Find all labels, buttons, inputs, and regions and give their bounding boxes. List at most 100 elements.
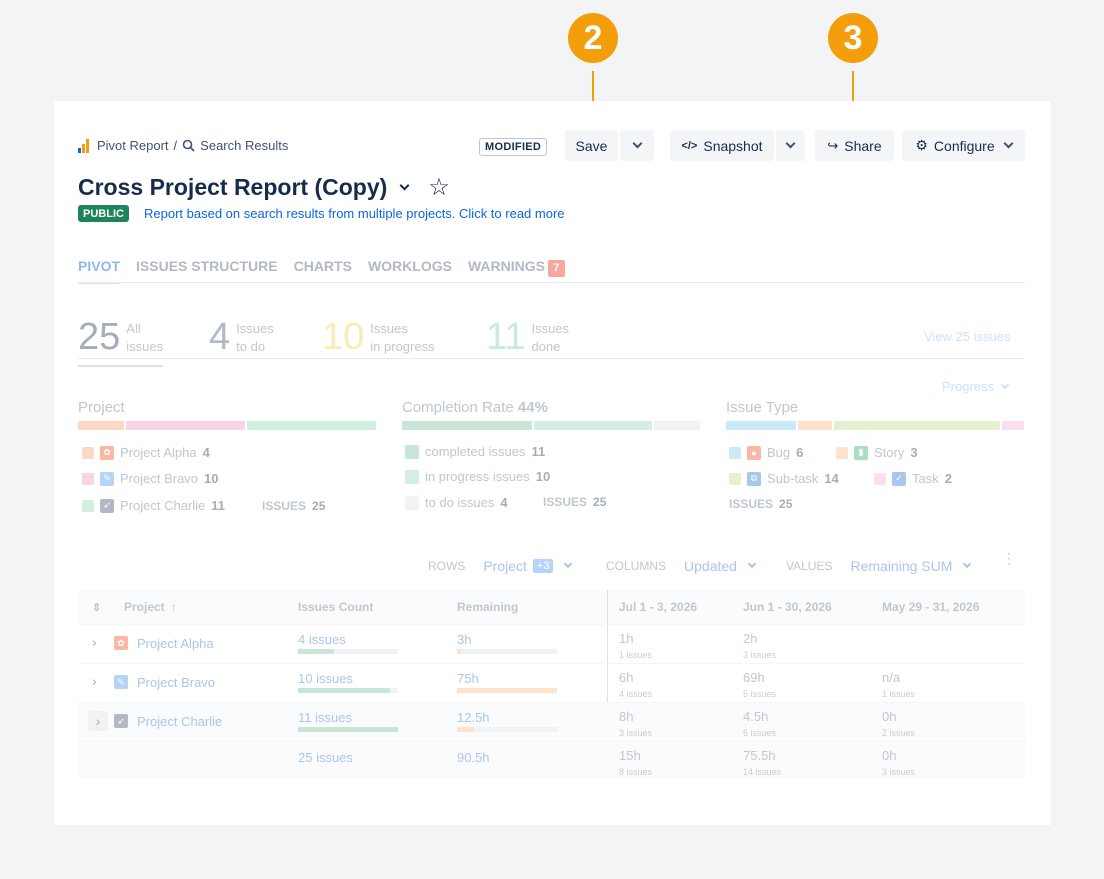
stat-all-issues[interactable]: 25 All issues <box>78 316 164 367</box>
save-button[interactable]: Save <box>565 130 618 161</box>
legend-in-progress[interactable]: in progress issues 10 <box>405 469 550 484</box>
cell-value: 75.5h <box>743 748 776 763</box>
legend-project-charlie[interactable]: ➶ Project Charlie 11 <box>82 498 225 513</box>
tab-pivot[interactable]: PIVOT <box>78 258 121 284</box>
row-remaining-link[interactable]: 75h <box>457 671 479 686</box>
bar-segment <box>125 421 245 430</box>
legend-to-do[interactable]: to do issues 4 <box>405 495 508 510</box>
snapshot-dropdown-button[interactable] <box>776 130 805 161</box>
expand-all-icon[interactable]: ⇕ <box>92 601 102 614</box>
table-total-row: 25 issues 90.5h 15h 8 issues 75.5h 14 is… <box>78 741 1025 778</box>
more-options-icon[interactable]: ⋮ <box>1002 550 1016 566</box>
header-project[interactable]: Project ↑ <box>124 590 177 624</box>
legend-label: Bug <box>767 445 791 460</box>
row-project-link[interactable]: Project Charlie <box>137 714 223 729</box>
expand-row-icon[interactable]: › <box>92 673 97 689</box>
legend-label: Project Bravo <box>120 471 199 486</box>
stat-label-line: Issues <box>236 320 274 336</box>
report-title[interactable]: Cross Project Report (Copy) ☆ <box>78 173 450 202</box>
stat-done-issues[interactable]: 11 Issues done <box>486 316 569 359</box>
configure-button[interactable]: ⚙ Configure <box>902 130 1025 161</box>
legend-completed[interactable]: completed issues 11 <box>405 444 545 459</box>
stat-todo-issues[interactable]: 4 Issues to do <box>209 316 274 359</box>
stat-inprogress-issues[interactable]: 10 Issues in progress <box>322 316 435 359</box>
row-issues-count-link[interactable]: 11 issues <box>298 710 352 725</box>
columns-control[interactable]: COLUMNS Updated <box>606 558 757 574</box>
table-row[interactable]: › ✎ Project Bravo 10 issues 75h 6h 4 iss… <box>78 663 1025 702</box>
configure-label: Configure <box>933 137 995 154</box>
task-icon: ✓ <box>892 471 906 486</box>
stats-divider <box>78 358 1025 359</box>
star-icon[interactable]: ☆ <box>428 174 450 201</box>
chevron-down-icon <box>963 559 972 569</box>
legend-sub-task[interactable]: ⧉ Sub-task 14 <box>729 471 839 486</box>
completion-title-text: Completion Rate <box>402 399 514 416</box>
share-button[interactable]: ↪ Share <box>815 130 894 161</box>
columns-value: Updated <box>684 558 737 574</box>
legend-count: 10 <box>204 471 219 486</box>
legend-swatch <box>82 499 94 512</box>
expand-row-icon[interactable]: › <box>92 634 97 650</box>
save-dropdown-button[interactable] <box>620 130 654 161</box>
stat-number: 10 <box>322 316 365 358</box>
cell-value: 0h <box>882 748 897 763</box>
table-row[interactable]: › ✿ Project Alpha 4 issues 3h 1h 1 issue… <box>78 624 1025 663</box>
header-may-2026[interactable]: May 29 - 31, 2026 <box>882 600 980 614</box>
project-charlie-icon: ➶ <box>100 498 114 513</box>
row-remaining-link[interactable]: 3h <box>457 632 472 647</box>
share-label: Share <box>844 137 882 154</box>
tab-charts[interactable]: CHARTS <box>293 258 352 274</box>
legend-bug[interactable]: ● Bug 6 <box>729 445 803 460</box>
total-issues-count-link[interactable]: 25 issues <box>298 750 353 765</box>
stat-label: All issues <box>126 320 163 356</box>
breadcrumb-current[interactable]: Search Results <box>200 138 289 153</box>
values-control[interactable]: VALUES Remaining SUM <box>786 558 972 574</box>
row-project-link[interactable]: Project Alpha <box>137 636 214 651</box>
legend-project-bravo[interactable]: ✎ Project Bravo 10 <box>82 471 219 486</box>
tab-worklogs[interactable]: WORKLOGS <box>367 258 452 274</box>
header-issues-count[interactable]: Issues Count <box>298 600 374 614</box>
tab-issues-structure[interactable]: ISSUES STRUCTURE <box>136 258 278 274</box>
legend-story[interactable]: ▮ Story 3 <box>836 445 918 460</box>
report-description-link[interactable]: Report based on search results from mult… <box>144 206 565 221</box>
callout-3: 3 <box>828 13 878 63</box>
expand-row-icon[interactable]: › <box>88 711 108 731</box>
chevron-down-icon <box>785 138 796 149</box>
snapshot-button[interactable]: </> Snapshot <box>670 130 774 161</box>
header-remaining[interactable]: Remaining <box>457 600 519 614</box>
callout-2: 2 <box>568 13 618 63</box>
row-project-link[interactable]: Project Bravo <box>137 675 216 690</box>
cell-subtext: 14 issues <box>743 767 782 777</box>
project-bravo-icon: ✎ <box>100 471 114 486</box>
progress-select[interactable]: Progress <box>942 379 1010 394</box>
rows-control[interactable]: ROWS Project +3 <box>428 558 573 574</box>
rows-value: Project <box>483 558 527 574</box>
title-chevron-down-icon[interactable] <box>399 180 410 191</box>
row-remaining-link[interactable]: 12.5h <box>457 710 490 725</box>
tab-warnings[interactable]: WARNINGS 7 <box>468 258 565 284</box>
legend-label: Sub-task <box>767 471 819 486</box>
modified-badge: MODIFIED <box>479 138 548 156</box>
warnings-count-badge: 7 <box>547 259 565 277</box>
issues-count-fill <box>298 649 334 654</box>
legend-count: 4 <box>500 495 508 510</box>
pivot-logo-icon <box>78 138 92 153</box>
total-count: 25 <box>593 495 607 509</box>
legend-swatch <box>405 444 419 459</box>
legend-swatch <box>836 446 848 459</box>
legend-task[interactable]: ✓ Task 2 <box>874 471 952 486</box>
view-issues-link[interactable]: View 25 issues <box>924 329 1011 344</box>
header-jul-2026[interactable]: Jul 1 - 3, 2026 <box>619 600 698 614</box>
total-remaining-link[interactable]: 90.5h <box>457 750 490 765</box>
row-issues-count-link[interactable]: 4 issues <box>298 632 346 647</box>
legend-project-alpha[interactable]: ✿ Project Alpha 4 <box>82 445 210 460</box>
row-issues-count-link[interactable]: 10 issues <box>298 671 353 686</box>
breadcrumb-root[interactable]: Pivot Report <box>97 138 169 153</box>
header-jun-2026[interactable]: Jun 1 - 30, 2026 <box>743 600 832 614</box>
bar-segment <box>798 421 832 430</box>
table-row[interactable]: › ➶ Project Charlie 11 issues 12.5h 8h 3… <box>78 702 1025 741</box>
chevron-down-icon <box>1000 380 1010 389</box>
legend-count: 10 <box>535 469 551 484</box>
report-title-text: Cross Project Report (Copy) <box>78 174 388 200</box>
cell-subtext: 5 issues <box>743 689 777 699</box>
